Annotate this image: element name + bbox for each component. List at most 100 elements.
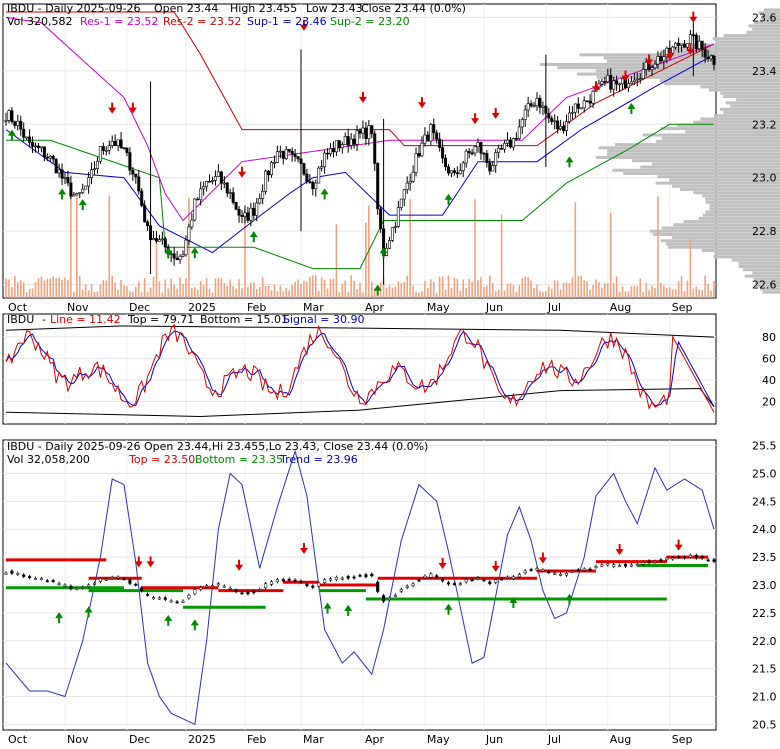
volume-bar (158, 281, 161, 298)
volume-bar (25, 292, 28, 298)
x-tick-label-top: Oct (8, 301, 28, 314)
candle-body (606, 75, 610, 83)
volume-bar (114, 282, 116, 298)
candle-body (408, 180, 412, 184)
candle-body (334, 140, 338, 153)
buy-arrow-head (58, 188, 67, 195)
trend-y-tick-label: 22.5 (752, 607, 777, 620)
volume-bar (217, 277, 220, 298)
trend-candle-body (564, 573, 569, 576)
candle-body (432, 124, 436, 134)
candle-body (491, 165, 495, 172)
x-axis-month-labels-bottom: Oct Nov Dec 2025 Feb Mar Apr May Jun Jul Aug Sep (8, 733, 693, 746)
trend-candle-body (623, 564, 628, 567)
volume-bar (615, 276, 618, 298)
volume-bar (182, 284, 184, 298)
sell-arrow-head (645, 59, 654, 66)
candle-body (234, 202, 238, 210)
stochastic-panel-frame (2, 313, 717, 425)
price-y-axis: 23.6 23.4 23.2 23.0 22.8 22.6 (752, 11, 777, 291)
volume-bar (651, 285, 653, 298)
candle-body (4, 119, 8, 122)
volume-bar (267, 285, 270, 298)
trend-candle-body (87, 584, 91, 587)
volume-bar (391, 287, 394, 298)
candle-body (500, 148, 504, 150)
trend-candle-body (594, 566, 598, 568)
stoch-bottom-label: Bottom = 15.01 (200, 313, 288, 326)
volume-bar (306, 281, 308, 298)
price-y-tick-label: 23.0 (752, 172, 777, 185)
candle-body (379, 208, 383, 230)
candle-body (441, 147, 445, 159)
volume-bar (677, 281, 680, 298)
candle-body (438, 138, 442, 148)
volume-bar (683, 291, 686, 298)
candle-body (84, 185, 88, 190)
trend-sell-arrow-head (134, 561, 143, 568)
trend-candle-body (517, 574, 521, 578)
volume-bar (255, 289, 258, 298)
trend-candle-body (134, 583, 138, 586)
volume-bar (556, 280, 559, 298)
stoch-y-tick-label: 60 (762, 352, 776, 365)
candle-body (609, 75, 613, 90)
volume-bar (686, 280, 689, 298)
trend-candle-body (411, 583, 415, 586)
signal-arrows (7, 11, 698, 296)
sell-arrow-head (299, 24, 308, 31)
volume-bar (329, 279, 332, 298)
volume-profile-bar (753, 277, 780, 281)
volume-bar (713, 280, 715, 298)
volume-bar (604, 282, 606, 298)
volume-bar (129, 290, 131, 298)
candle-body (278, 150, 282, 153)
volume-bar (81, 289, 84, 298)
x-tick-label-top: Dec (129, 301, 150, 314)
sell-arrow-head (686, 48, 695, 55)
sell-arrow-head (358, 96, 367, 103)
candle-body (287, 149, 291, 152)
candle-body (87, 177, 91, 187)
candle-body (688, 34, 692, 44)
trend-candle-body (629, 564, 633, 567)
candle-body (305, 173, 309, 182)
candle-body (399, 198, 403, 208)
volume-bar (542, 291, 544, 298)
candle-body (567, 112, 571, 122)
volume-bar (618, 292, 621, 298)
candle-body (641, 69, 645, 80)
volume-bar (430, 279, 432, 298)
volume-bar (93, 292, 96, 298)
volume-bar (123, 285, 125, 298)
x-tick-label-bottom: Oct (8, 733, 28, 745)
trend-candle-body (317, 582, 321, 587)
candle-body (237, 209, 241, 216)
candle-body (452, 170, 456, 173)
volume-bar (338, 292, 341, 298)
trend-candle-body (671, 557, 675, 560)
trend-candle-body (63, 584, 67, 587)
candle-body (146, 221, 150, 227)
candle-body (225, 182, 229, 194)
candle-body (355, 130, 359, 145)
volume-profile-bar (661, 226, 780, 230)
candle-body (402, 189, 406, 200)
candle-body (184, 239, 188, 256)
volume-bar (373, 288, 376, 298)
candle-body (405, 182, 409, 190)
volume-profile-bar (700, 117, 780, 121)
volume-bar (506, 283, 509, 298)
volume-bar (347, 292, 349, 298)
candle-body (19, 120, 23, 130)
volume-bar (435, 292, 438, 298)
volume-profile-bar (615, 143, 780, 147)
volume-profile-bar (738, 264, 780, 268)
volume-bar (657, 196, 659, 298)
candle-body (629, 81, 633, 85)
trend-candle-body (482, 579, 486, 582)
volume-bar (568, 283, 571, 298)
volume-profile-bar (669, 178, 780, 182)
volume-profile-bar (540, 62, 780, 66)
candle-body (110, 140, 114, 146)
